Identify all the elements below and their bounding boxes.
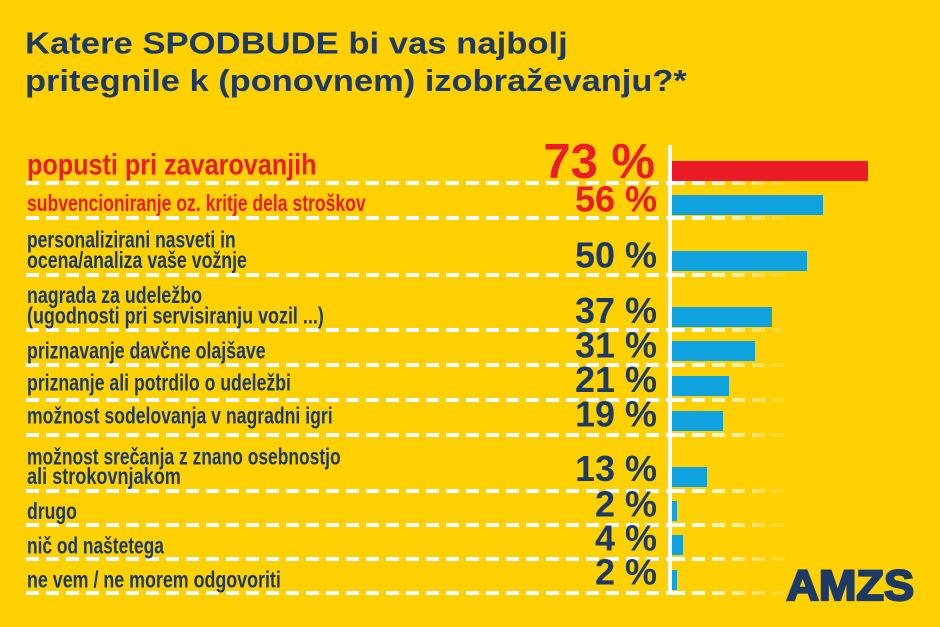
svg-text:možnost sodelovanja v nagradni: možnost sodelovanja v nagradni igri: [27, 403, 333, 429]
svg-text:56 %: 56 %: [575, 179, 657, 220]
svg-text:ali strokovnjakom: ali strokovnjakom: [27, 464, 181, 490]
svg-text:2 %: 2 %: [595, 552, 657, 593]
svg-text:AMZS: AMZS: [786, 562, 914, 610]
svg-text:(ugodnosti pri servisiranju vo: (ugodnosti pri servisiranju vozil ...): [27, 303, 324, 329]
svg-text:21 %: 21 %: [575, 359, 657, 400]
svg-text:Katere SPODBUDE bi vas najbolj: Katere SPODBUDE bi vas najbolj: [25, 25, 568, 60]
svg-text:13 %: 13 %: [575, 448, 657, 489]
svg-text:ocena/analiza vaše vožnje: ocena/analiza vaše vožnje: [27, 248, 247, 274]
svg-text:subvencioniranje oz. kritje de: subvencioniranje oz. kritje dela stroško…: [27, 191, 366, 217]
svg-text:73 %: 73 %: [543, 135, 655, 189]
svg-text:priznavanje davčne olajšave: priznavanje davčne olajšave: [27, 338, 266, 364]
svg-text:50 %: 50 %: [575, 234, 657, 275]
svg-text:ne vem / ne morem odgovoriti: ne vem / ne morem odgovoriti: [27, 567, 281, 593]
svg-text:nič od naštetega: nič od naštetega: [27, 534, 164, 559]
svg-text:2 %: 2 %: [595, 483, 657, 524]
svg-text:možnost srečanja z znano osebn: možnost srečanja z znano osebnostjo: [27, 445, 341, 470]
svg-text:19 %: 19 %: [575, 393, 657, 434]
svg-text:4 %: 4 %: [595, 518, 657, 559]
svg-text:popusti pri zavarovanjih: popusti pri zavarovanjih: [27, 148, 316, 182]
svg-text:priznanje ali potrdilo o udele: priznanje ali potrdilo o udeležbi: [27, 370, 291, 396]
svg-text:pritegnile k (ponovnem) izobra: pritegnile k (ponovnem) izobraževanju?*: [25, 63, 687, 98]
svg-text:31 %: 31 %: [575, 325, 657, 366]
svg-text:personalizirani nasveti in: personalizirani nasveti in: [27, 228, 236, 253]
svg-text:nagrada za udeležbo: nagrada za udeležbo: [27, 283, 202, 309]
svg-text:drugo: drugo: [27, 499, 77, 525]
svg-text:37 %: 37 %: [575, 290, 657, 331]
